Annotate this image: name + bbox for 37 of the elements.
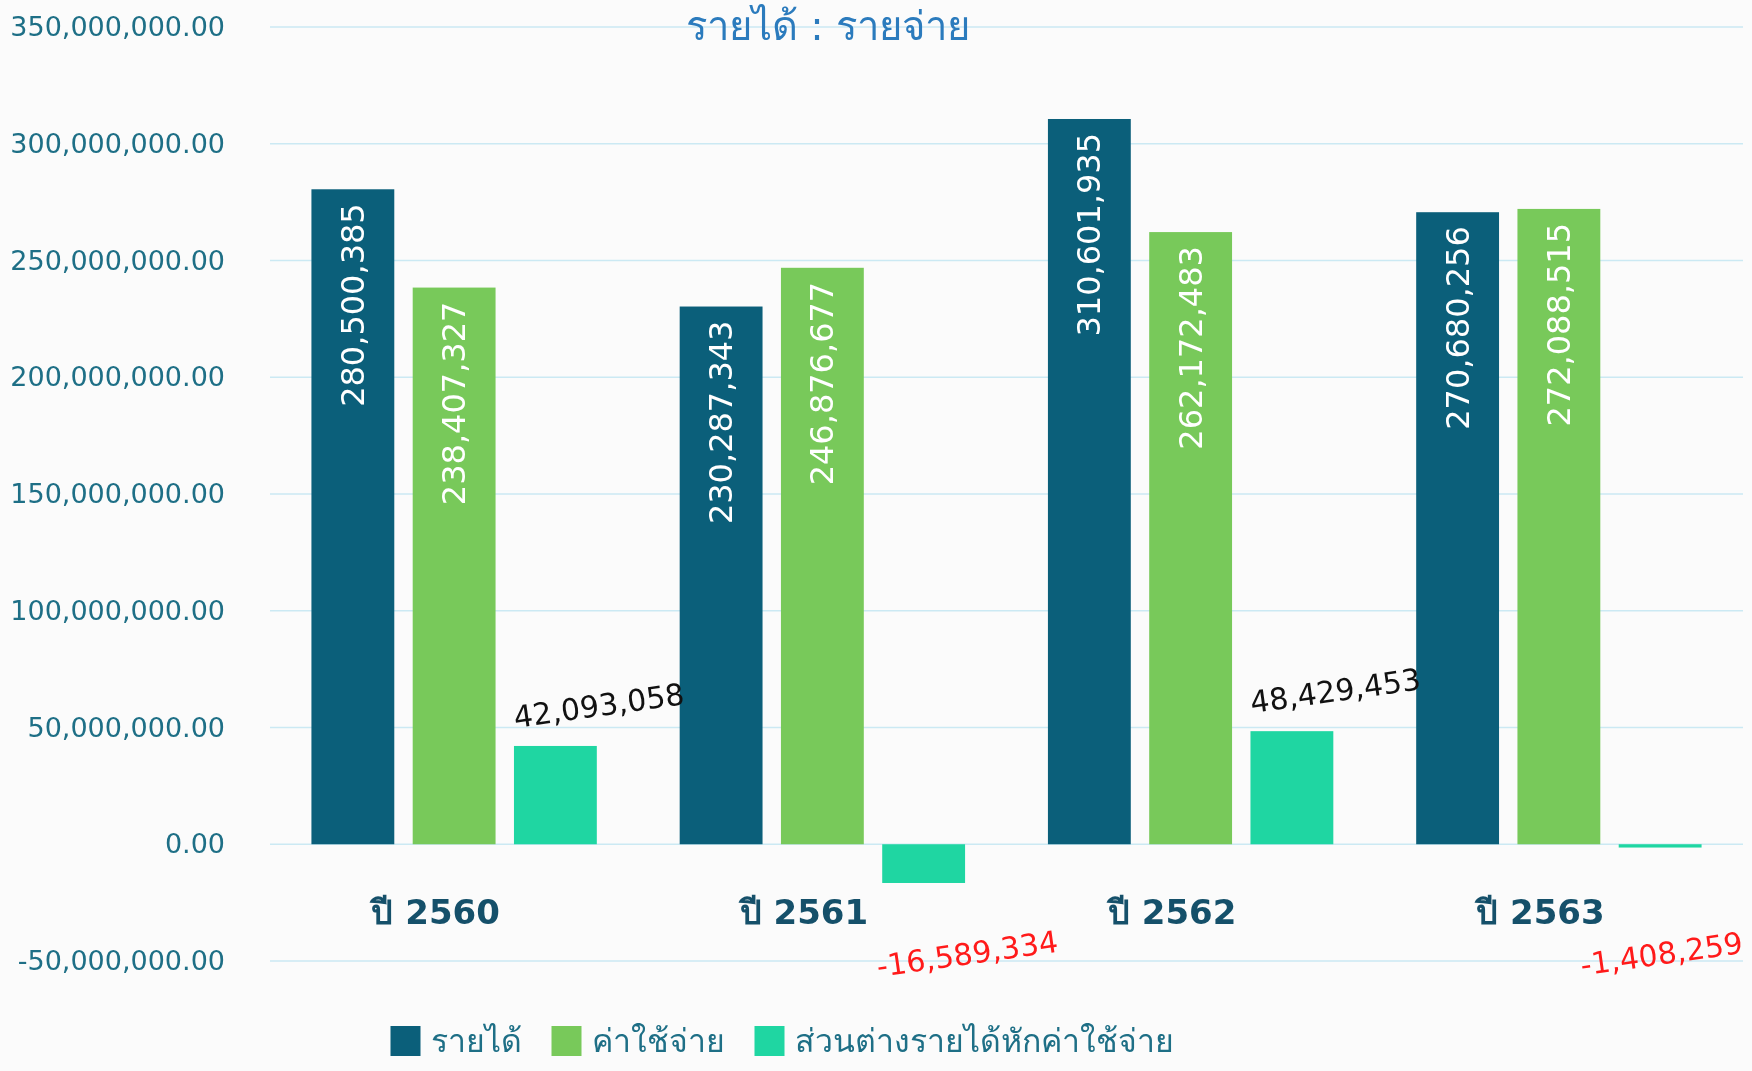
bar	[1618, 844, 1702, 848]
data-label: 270,680,256	[1438, 226, 1477, 430]
data-label: 262,172,483	[1171, 246, 1210, 450]
data-label: 280,500,385	[333, 203, 372, 407]
data-label: 272,088,515	[1539, 222, 1578, 427]
y-tick-label: 50,000,000.00	[27, 711, 225, 743]
legend-label: ส่วนต่างรายได้หักค่าใช้จ่าย	[794, 1022, 1174, 1060]
y-tick-label: 350,000,000.00	[10, 11, 225, 42]
bar	[882, 844, 966, 883]
data-label: 310,601,935	[1070, 132, 1109, 337]
data-label: 230,287,343	[702, 320, 741, 525]
legend-label: รายได้	[430, 1022, 522, 1060]
bar	[1149, 232, 1233, 845]
bar	[780, 267, 864, 845]
x-tick-label: ปี 2561	[737, 892, 869, 932]
chart-title: รายได้ : รายจ่าย	[685, 3, 971, 49]
bar	[412, 287, 496, 845]
y-tick-label: 150,000,000.00	[10, 478, 225, 509]
bar	[1047, 118, 1131, 845]
x-tick-label: ปี 2560	[369, 892, 500, 932]
y-tick-label: 300,000,000.00	[10, 127, 225, 159]
data-label: 246,876,677	[803, 281, 842, 486]
x-tick-label: ปี 2562	[1105, 892, 1237, 932]
bar	[513, 745, 597, 845]
data-label: 42,093,058	[511, 676, 687, 735]
y-tick-label: 100,000,000.00	[10, 594, 225, 626]
bar	[311, 189, 395, 845]
data-label: 48,429,453	[1247, 661, 1423, 721]
bar	[1517, 208, 1601, 845]
y-tick-label: 200,000,000.00	[10, 361, 225, 393]
y-tick-label: 250,000,000.00	[10, 244, 225, 276]
legend-label: ค่าใช้จ่าย	[591, 1022, 725, 1060]
bar	[1250, 731, 1334, 845]
data-label: -16,589,334	[874, 923, 1061, 984]
y-tick-label: 0.00	[164, 828, 225, 860]
data-label: 238,407,327	[435, 301, 474, 506]
y-tick-label: -50,000,000.00	[17, 945, 225, 976]
